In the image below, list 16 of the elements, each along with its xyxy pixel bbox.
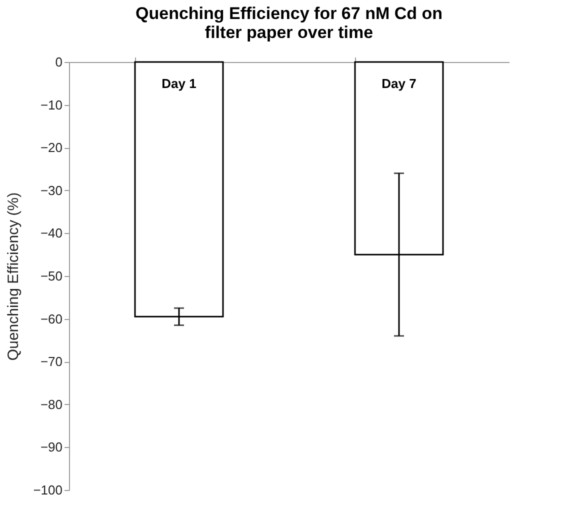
text: filter paper over time [204, 23, 374, 42]
y-tick-label: 0 [55, 54, 62, 70]
y-axis-title: Quenching Efficiency (%) [5, 192, 22, 361]
x-tick-label: Day 1 [162, 76, 196, 91]
text: Quenching Efficiency for 67 nM Cd on [136, 4, 442, 23]
y-tick-label: −20 [40, 140, 62, 156]
y-tick-label: −100 [33, 482, 62, 498]
y-tick-label: −90 [40, 440, 62, 455]
y-tick-label: −50 [40, 268, 62, 284]
y-tick-label: −10 [40, 97, 62, 112]
y-tick-label: −70 [40, 354, 62, 370]
y-tick-label: −60 [40, 311, 62, 326]
y-tick-label: −40 [40, 226, 62, 241]
x-tick-label: Day 7 [382, 76, 416, 91]
y-tick-label: −80 [40, 396, 62, 412]
y-tick-label: −30 [40, 182, 62, 198]
